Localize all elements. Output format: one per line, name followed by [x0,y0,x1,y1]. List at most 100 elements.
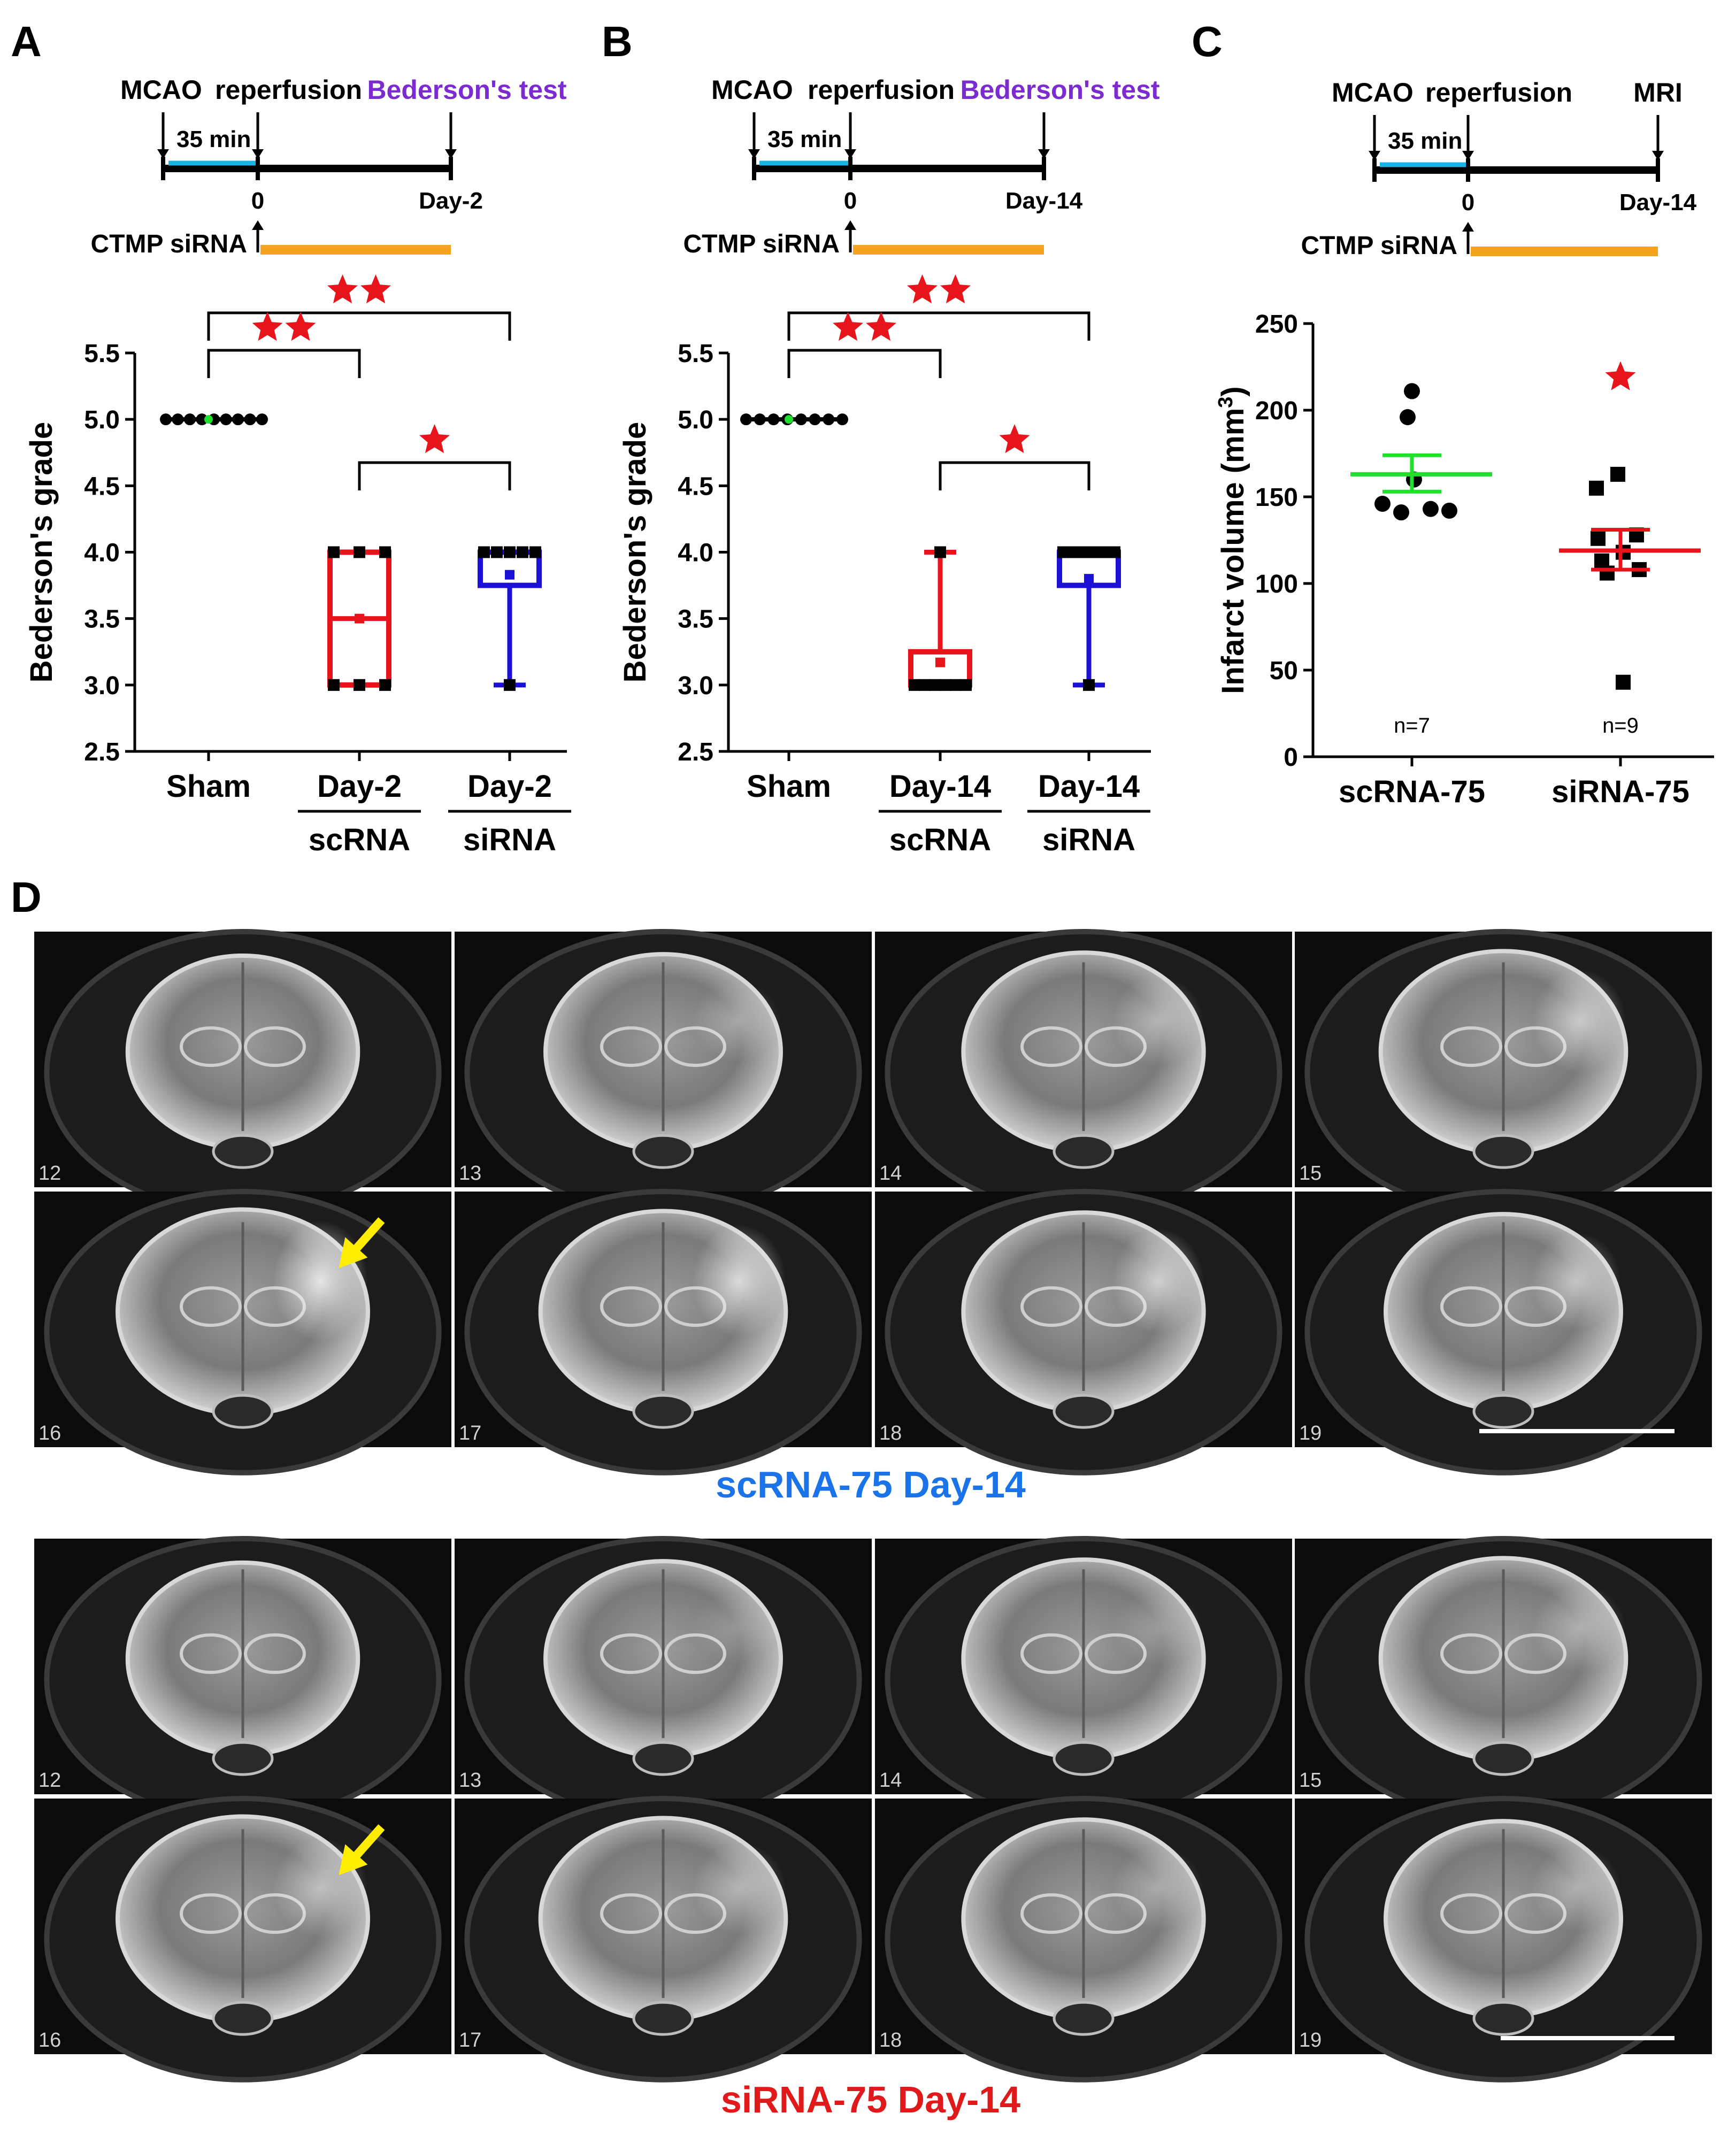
y-axis-label-close: ) [1216,386,1250,396]
mri-slice: 15 [1295,929,1712,1216]
y-tick-label: 4.5 [678,472,713,501]
significance-bracket [787,312,942,378]
mri-panel: 12 13 14 15 16 17 18 19 12 13 14 15 16 17 18 19 [34,929,1712,2083]
infarct-hyperintensity [1533,1584,1626,1673]
brainstem [632,2001,694,2036]
brainstem [212,1394,274,1429]
y-tick-label: 3.5 [678,605,713,634]
data-point [517,546,528,558]
data-point [196,413,208,426]
data-point [491,546,503,558]
mri-slice: 19 [1295,1796,1712,2083]
timeline-1: MCAO reperfusion Bederson's test 35 min 0 Day… [91,75,567,258]
chart-c-infarct-volume: 0 50 100 150 200 250 Infarct volume (mm3) n=7 sc… [1215,310,1714,809]
mri-slice: 13 [455,929,872,1216]
x-category-label: Sham [166,769,251,804]
ventricle-left [1020,1893,1082,1934]
significance-star [285,312,316,341]
brainstem [1053,2001,1115,2036]
brainstem [1472,1134,1534,1169]
arrow-sirna-head [844,220,856,230]
y-tick-label: 3.0 [678,672,713,700]
y-tick-label: 100 [1255,570,1298,598]
mean-marker [204,415,213,424]
data-point [328,546,340,558]
slice-number: 14 [879,1769,902,1792]
brainstem [212,1134,274,1169]
bracket-line [358,461,511,490]
ventricle-left [600,1286,662,1327]
data-point [1591,531,1606,546]
infarct-hyperintensity [693,1842,786,1934]
brainstem [632,1394,694,1429]
event-mcao: MCAO [120,75,202,105]
event-reperfusion: reperfusion [215,75,362,105]
arrow-reperfusion-head [252,149,264,159]
data-point [220,413,232,426]
arrow-mcao-head [1369,151,1380,160]
x-subgroup-label: scRNA [889,823,991,857]
data-point [160,413,172,426]
time-zero: 0 [844,188,857,214]
infarct-hyperintensity [1533,969,1626,1073]
ventricle-left [180,1026,242,1067]
arrow-test-head [1652,151,1664,160]
group-day-2-scrna [327,546,391,691]
time-end: Day-14 [1619,189,1697,216]
panel-label-c: C [1192,18,1223,65]
group-sham [740,413,848,426]
ventricle-right [244,1633,306,1674]
data-point [504,546,516,558]
y-tick-label: 50 [1270,657,1298,685]
y-tick-label: 3.5 [84,605,120,634]
mri-slice: 14 [875,929,1292,1216]
time-zero: 0 [251,188,264,214]
event-reperfusion: reperfusion [808,75,955,105]
infarct-hyperintensity [1531,1232,1621,1330]
x-subgroup-label: siRNA [463,823,556,857]
slice-number: 18 [879,2029,902,2052]
data-point [354,546,365,558]
bracket-line [787,349,942,378]
data-point [754,413,766,426]
data-point [934,546,946,558]
significance-star [866,312,896,341]
y-tick-label: 4.0 [84,539,120,567]
mri-top-caption: scRNA-75 Day-14 [716,1464,1026,1505]
event-mcao: MCAO [1332,78,1414,107]
data-point [1400,409,1416,425]
y-axis-label-sup: 3 [1215,397,1237,408]
time-end: Day-14 [1005,188,1083,214]
sirna-label: CTMP siRNA [1301,232,1457,260]
data-point [1374,495,1391,512]
n-label: n=9 [1602,714,1639,737]
event-mcao: MCAO [711,75,793,105]
significance-bracket [787,274,1090,341]
event-reperfusion: reperfusion [1425,78,1572,107]
data-point [809,413,821,426]
ventricle-left [1440,1893,1502,1934]
y-tick-label: 5.0 [84,406,120,434]
mri-slice: 12 [34,1536,451,1823]
ventricle-left [1020,1026,1082,1067]
ventricle-left [1440,1026,1502,1067]
infarct-hyperintensity [1531,1845,1621,1931]
ventricle-left [1440,1633,1502,1674]
significance-star [327,274,358,304]
significance-star [360,274,391,304]
data-point [939,679,951,691]
data-point [354,679,365,691]
slice-number: 14 [879,1162,902,1185]
brainstem [1053,1741,1115,1776]
brainstem [1472,1741,1534,1776]
chart-b-bederson-day14: 2.5 3.0 3.5 4.0 4.5 5.0 5.5 Bederson's grade Sha… [618,274,1151,857]
arrow-reperfusion-head [1462,151,1474,160]
data-point [184,413,196,426]
data-point [1423,501,1439,517]
brainstem [1472,2001,1534,2036]
yellow-arrow-icon [339,1237,368,1269]
mean-marker [1084,574,1094,584]
data-point [740,413,752,426]
significance-star [940,274,971,304]
